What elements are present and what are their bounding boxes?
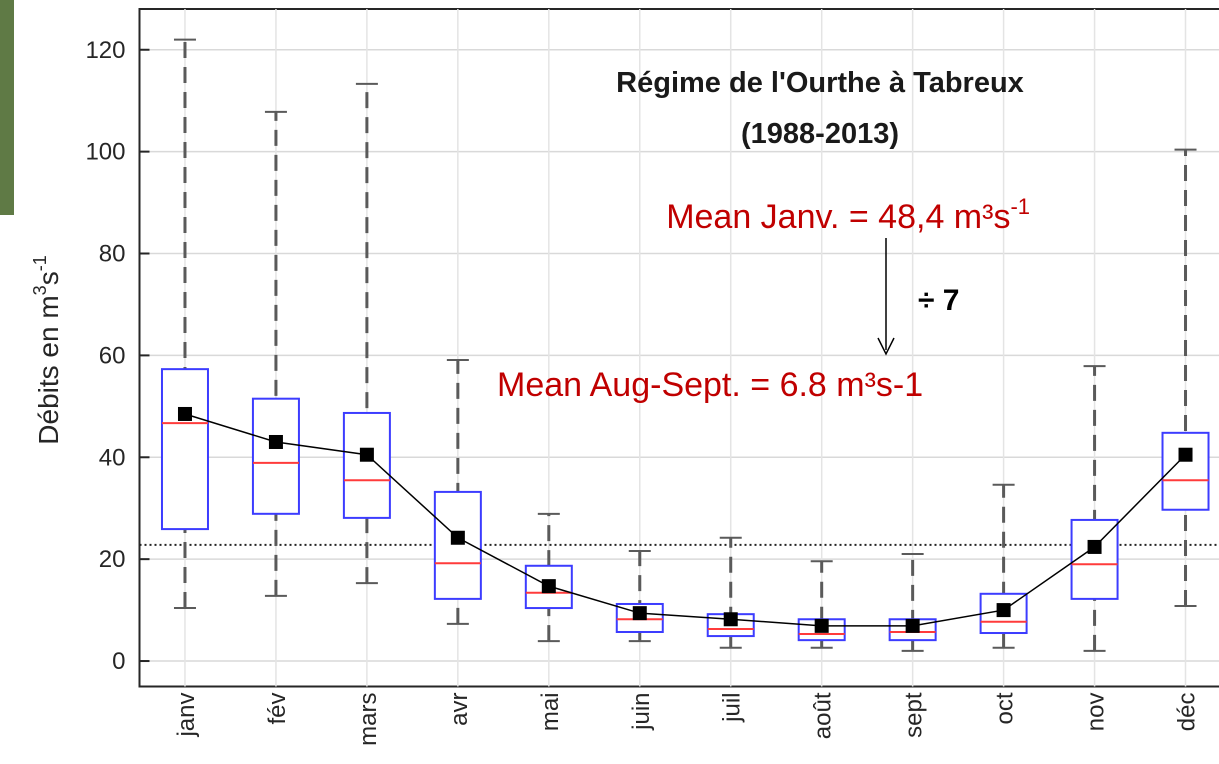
photo-fragment xyxy=(0,0,14,215)
y-label-part: 3 xyxy=(30,285,50,295)
y-axis-label: Débits en m3s-1 xyxy=(30,255,64,444)
x-tick-label: avr xyxy=(446,692,473,725)
mean-marker xyxy=(178,407,192,421)
y-label-part: s xyxy=(33,271,64,285)
annotation-superscript: -1 xyxy=(1010,194,1030,219)
annotation: Mean Aug-Sept. = 6.8 m³s-1 xyxy=(497,366,923,404)
y-tick-label: 20 xyxy=(99,546,126,573)
y-tick-label: 60 xyxy=(99,342,126,369)
mean-marker xyxy=(1179,448,1193,462)
y-label-part: Débits en m xyxy=(33,295,64,444)
x-tick-label: juil xyxy=(719,693,746,723)
chart-title: Régime de l'Ourthe à Tabreux xyxy=(616,67,1024,99)
x-tick-label: fév xyxy=(264,693,291,725)
y-tick-label: 0 xyxy=(112,648,125,675)
x-tick-label: janv xyxy=(173,693,200,738)
x-tick-label: sept xyxy=(901,692,928,738)
y-tick-label: 120 xyxy=(85,37,125,64)
x-tick-label: nov xyxy=(1083,693,1110,732)
y-tick-label: 40 xyxy=(99,444,126,471)
box xyxy=(1072,520,1118,599)
annotation: Mean Janv. = 48,4 m³s-1 xyxy=(666,194,1030,236)
x-tick-label: oct xyxy=(992,692,1019,724)
plot-area xyxy=(140,9,1219,687)
mean-marker xyxy=(542,579,556,593)
mean-marker xyxy=(269,435,283,449)
mean-marker xyxy=(1088,540,1102,554)
y-tick-label: 100 xyxy=(85,139,125,166)
box xyxy=(435,492,481,599)
mean-marker xyxy=(906,619,920,633)
page: 0 20 40 60 80 100 120 janv fév mars avr mai juin juil… xyxy=(0,0,1219,764)
y-label-part: -1 xyxy=(30,255,50,271)
chart: 0 20 40 60 80 100 120 janv fév mars avr mai juin juil… xyxy=(0,0,1219,764)
x-tick-label: déc xyxy=(1174,693,1201,732)
x-tick-label: mai xyxy=(537,693,564,732)
x-tick-label: mars xyxy=(355,693,382,746)
y-tick-label: 80 xyxy=(99,241,126,268)
x-tick-label: juin xyxy=(628,693,655,731)
annotation: ÷ 7 xyxy=(918,284,959,317)
x-tick-label: août xyxy=(810,692,837,739)
annotation-text: Mean Janv. = 48,4 m³s xyxy=(666,198,1010,236)
box xyxy=(253,399,299,514)
chart-subtitle: (1988-2013) xyxy=(741,118,899,150)
mean-marker xyxy=(451,531,465,545)
mean-marker xyxy=(360,448,374,462)
mean-marker xyxy=(815,619,829,633)
box xyxy=(162,369,208,529)
mean-marker xyxy=(997,603,1011,617)
box xyxy=(344,413,390,518)
mean-marker xyxy=(724,612,738,626)
mean-marker xyxy=(633,606,647,620)
